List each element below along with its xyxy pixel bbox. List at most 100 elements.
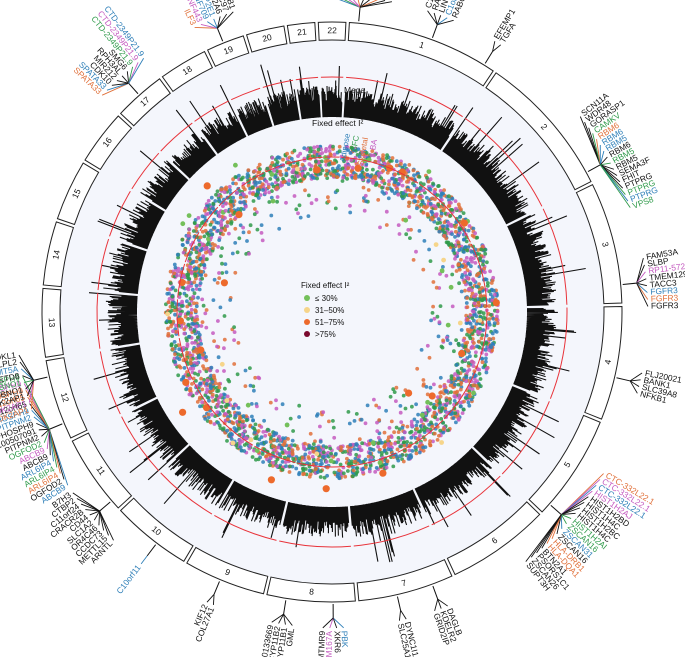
gene-label-group-chr-1: C1orf115RAB3GAP2LINC00598C1orf132RABGAP1… xyxy=(423,0,476,38)
mega-threshold-chr-18 xyxy=(194,100,229,122)
chromosome-label-4: 4 xyxy=(602,359,613,366)
fixed-effect-threshold-chr-17 xyxy=(218,186,241,207)
gene-label-group-chr-19: ILF3ZNF443ZNF709CYP2E1CYP2A6CCDC97TGFB1 xyxy=(182,0,238,42)
plot-background xyxy=(60,40,604,584)
fixed-effect-threshold-chr-9 xyxy=(254,445,296,464)
gene-label-group-chr-10: C10orf11 xyxy=(114,544,157,596)
gene-label-group-chr-17: SPATA33SPATA33CDK10MIR212RPH3ALSMG6CTD-2… xyxy=(72,4,147,97)
mega-threshold-chr-17 xyxy=(160,122,193,152)
gene-label: CDKL1 xyxy=(0,350,17,364)
gene-label: XKR6 xyxy=(333,631,343,653)
mega-bars-chr-16 xyxy=(139,150,189,210)
mega-threshold-chr-19 xyxy=(230,87,261,101)
chromosome-segment-20 xyxy=(245,25,288,53)
chromosome-segment-12 xyxy=(45,357,88,439)
gene-label: FGFR3 xyxy=(650,285,678,297)
fixed-effect-threshold-chr-8 xyxy=(297,462,345,468)
fixed-effect-points-chr-5 xyxy=(415,348,483,425)
gene-label-group-chr-3: FAM53ASLBPRP11-572O17.1TMEM129TACC3FGFR3… xyxy=(622,246,685,311)
chromosome-label-6: 6 xyxy=(490,535,500,546)
mega-threshold-chr-1 xyxy=(346,76,463,118)
fixed-effect-points-chr-6 xyxy=(372,385,452,464)
gene-label-group-chr-12: CDK2AP1CDK2AP1CDK2AP1SBNO1SBNO1SETD8KMT5… xyxy=(0,350,48,426)
tissue-legend-ba: BA xyxy=(368,138,379,151)
mega-bars-chr-15 xyxy=(97,200,165,250)
fixed-effect-threshold-chr-3 xyxy=(470,243,488,308)
mega-bars-chr-5 xyxy=(473,386,559,470)
gene-label-group-chr-12: ABCB9OGFOD2ARL6IP4ARL6IP4ARL6IP4ABCB9ABC… xyxy=(0,372,69,505)
chromosome-label-3: 3 xyxy=(600,241,611,248)
chromosome-label-13: 13 xyxy=(47,318,57,328)
i2-legend-swatch-3 xyxy=(304,331,310,337)
fixed-effect-points-chr-2 xyxy=(396,169,480,263)
chromosome-label-8: 8 xyxy=(309,586,315,596)
gene-label: MTMR9 xyxy=(316,630,327,657)
mega-threshold-chr-20 xyxy=(262,79,294,88)
fixed-effect-threshold-chr-5 xyxy=(443,370,476,420)
chromosome-segment-17 xyxy=(119,78,171,127)
mega-bars-chr-6 xyxy=(414,448,511,528)
mega-threshold-chr-11 xyxy=(121,416,160,472)
mega-threshold-chr-13 xyxy=(96,292,101,349)
chromosome-segment-6 xyxy=(446,501,541,576)
mega-threshold-chr-5 xyxy=(501,401,550,475)
gene-label: CYP11B1 xyxy=(274,626,289,657)
mega-threshold-chr-6 xyxy=(431,475,501,526)
fixed-effect-points-chr-17 xyxy=(203,177,265,243)
chromosome-label-1: 1 xyxy=(418,39,426,50)
mega-track xyxy=(88,64,586,563)
mega-bars-chr-4 xyxy=(513,307,577,393)
gene-label: TMEM129 xyxy=(649,269,685,283)
fixed-effect-threshold-chr-12 xyxy=(178,337,193,380)
chromosome-label-5: 5 xyxy=(562,460,573,470)
i2-legend-label-3: >75% xyxy=(315,330,336,339)
mega-threshold-chr-2 xyxy=(464,117,543,207)
fixed-effect-points-chr-8 xyxy=(294,410,348,493)
fixed-effect-threshold-chr-2 xyxy=(419,183,471,243)
track-title-fixed-effect: Fixed effect I² xyxy=(312,118,364,128)
gene-label: FAM167A xyxy=(324,631,334,657)
mega-bars-chr-11 xyxy=(127,398,189,481)
tissue-legend-bfc: BFC xyxy=(349,135,361,153)
mega-threshold-chr-14 xyxy=(97,238,110,291)
fixed-effect-threshold-chr-16 xyxy=(199,206,219,232)
fixed-effect-points-chr-11 xyxy=(179,362,262,425)
fixed-effect-points-chr-7 xyxy=(343,403,401,479)
fixed-effect-threshold-chr-1 xyxy=(341,156,419,184)
chromosome-label-21: 21 xyxy=(297,26,308,37)
i2-legend-title: Fixed effect I² xyxy=(301,281,350,290)
mega-bars-chr-1 xyxy=(343,72,458,151)
fixed-effect-threshold-chr-19 xyxy=(265,163,285,173)
mega-bars-chr-8 xyxy=(282,501,350,548)
fixed-effect-threshold-chr-11 xyxy=(192,380,219,418)
gene-label: FGFR3 xyxy=(651,293,679,304)
mega-threshold-chr-8 xyxy=(279,540,351,548)
fixed-effect-track xyxy=(163,144,500,493)
fixed-effect-threshold-chr-7 xyxy=(346,452,397,467)
gene-label: C1orf115 xyxy=(423,0,443,9)
fixed-effect-threshold-chr-4 xyxy=(475,309,488,370)
chromosome-segment-10 xyxy=(119,497,194,562)
mega-threshold-chr-7 xyxy=(353,525,430,547)
fixed-effect-points-chr-15 xyxy=(175,221,238,275)
mega-threshold-chr-16 xyxy=(131,152,160,190)
gene-label: PBK xyxy=(340,631,351,649)
track-title-mega: Mega xyxy=(344,85,366,95)
mega-bars-chr-14 xyxy=(91,243,147,294)
gene-label-group-chr-11: ARNTLMETTL15CCDC73OR4C46SLC1A2CD44CRACR2… xyxy=(48,490,115,567)
chromosome-segment-21 xyxy=(286,21,317,44)
chromosome-label-22: 22 xyxy=(327,25,337,35)
mega-threshold-chr-12 xyxy=(99,351,121,415)
chromosome-segment-3 xyxy=(575,184,623,305)
fixed-effect-points-chr-1 xyxy=(338,144,422,230)
chromosome-label-7: 7 xyxy=(400,577,407,588)
chromosome-segment-7 xyxy=(356,559,453,602)
chromosome-label-9: 9 xyxy=(224,567,232,578)
mega-bars-chr-18 xyxy=(189,84,247,154)
mega-threshold-chr-3 xyxy=(542,208,568,305)
